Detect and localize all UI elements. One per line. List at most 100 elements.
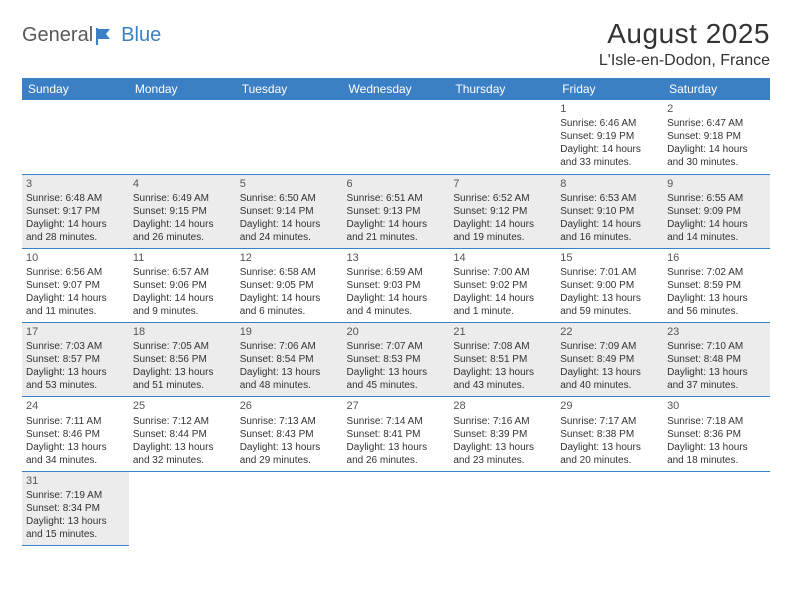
day-number: 22 — [560, 325, 659, 339]
daylight-line: Daylight: 14 hours and 6 minutes. — [240, 292, 339, 318]
day-number: 2 — [667, 102, 766, 116]
calendar-table: SundayMondayTuesdayWednesdayThursdayFrid… — [22, 78, 770, 546]
empty-cell — [343, 100, 450, 174]
day-cell: 21Sunrise: 7:08 AMSunset: 8:51 PMDayligh… — [449, 323, 556, 397]
sunset-line: Sunset: 8:48 PM — [667, 353, 766, 366]
day-cell: 17Sunrise: 7:03 AMSunset: 8:57 PMDayligh… — [22, 323, 129, 397]
day-number: 31 — [26, 474, 125, 488]
day-cell: 3Sunrise: 6:48 AMSunset: 9:17 PMDaylight… — [22, 174, 129, 248]
daylight-line: Daylight: 14 hours and 30 minutes. — [667, 143, 766, 169]
daylight-line: Daylight: 14 hours and 4 minutes. — [347, 292, 446, 318]
day-number: 6 — [347, 177, 446, 191]
sunrise-line: Sunrise: 7:01 AM — [560, 266, 659, 279]
day-number: 17 — [26, 325, 125, 339]
day-number: 23 — [667, 325, 766, 339]
sunset-line: Sunset: 9:06 PM — [133, 279, 232, 292]
day-number: 10 — [26, 251, 125, 265]
sunrise-line: Sunrise: 7:19 AM — [26, 489, 125, 502]
daylight-line: Daylight: 13 hours and 53 minutes. — [26, 366, 125, 392]
sunrise-line: Sunrise: 6:59 AM — [347, 266, 446, 279]
week-row: 1Sunrise: 6:46 AMSunset: 9:19 PMDaylight… — [22, 100, 770, 174]
day-number: 11 — [133, 251, 232, 265]
day-cell: 29Sunrise: 7:17 AMSunset: 8:38 PMDayligh… — [556, 397, 663, 471]
day-cell: 13Sunrise: 6:59 AMSunset: 9:03 PMDayligh… — [343, 248, 450, 322]
daylight-line: Daylight: 14 hours and 19 minutes. — [453, 218, 552, 244]
day-number: 8 — [560, 177, 659, 191]
daylight-line: Daylight: 14 hours and 11 minutes. — [26, 292, 125, 318]
daylight-line: Daylight: 13 hours and 45 minutes. — [347, 366, 446, 392]
daylight-line: Daylight: 13 hours and 26 minutes. — [347, 441, 446, 467]
week-row: 3Sunrise: 6:48 AMSunset: 9:17 PMDaylight… — [22, 174, 770, 248]
day-cell: 31Sunrise: 7:19 AMSunset: 8:34 PMDayligh… — [22, 471, 129, 545]
day-cell: 24Sunrise: 7:11 AMSunset: 8:46 PMDayligh… — [22, 397, 129, 471]
daylight-line: Daylight: 14 hours and 28 minutes. — [26, 218, 125, 244]
day-header: Sunday — [22, 78, 129, 100]
day-number: 28 — [453, 399, 552, 413]
daylight-line: Daylight: 14 hours and 24 minutes. — [240, 218, 339, 244]
day-cell: 19Sunrise: 7:06 AMSunset: 8:54 PMDayligh… — [236, 323, 343, 397]
sunset-line: Sunset: 9:14 PM — [240, 205, 339, 218]
sunrise-line: Sunrise: 6:52 AM — [453, 192, 552, 205]
day-number: 20 — [347, 325, 446, 339]
logo-text-general: General — [22, 24, 93, 47]
logo-text-blue: Blue — [121, 24, 161, 47]
day-cell: 22Sunrise: 7:09 AMSunset: 8:49 PMDayligh… — [556, 323, 663, 397]
sunset-line: Sunset: 8:43 PM — [240, 428, 339, 441]
sunrise-line: Sunrise: 7:17 AM — [560, 415, 659, 428]
day-number: 15 — [560, 251, 659, 265]
title-block: August 2025 L'Isle-en-Dodon, France — [599, 18, 770, 70]
sunrise-line: Sunrise: 7:09 AM — [560, 340, 659, 353]
sunrise-line: Sunrise: 7:05 AM — [133, 340, 232, 353]
day-number: 9 — [667, 177, 766, 191]
sunrise-line: Sunrise: 7:00 AM — [453, 266, 552, 279]
day-cell: 20Sunrise: 7:07 AMSunset: 8:53 PMDayligh… — [343, 323, 450, 397]
daylight-line: Daylight: 13 hours and 59 minutes. — [560, 292, 659, 318]
day-number: 27 — [347, 399, 446, 413]
daylight-line: Daylight: 14 hours and 14 minutes. — [667, 218, 766, 244]
daylight-line: Daylight: 14 hours and 16 minutes. — [560, 218, 659, 244]
empty-cell — [236, 100, 343, 174]
day-number: 25 — [133, 399, 232, 413]
sunrise-line: Sunrise: 6:50 AM — [240, 192, 339, 205]
sunrise-line: Sunrise: 6:51 AM — [347, 192, 446, 205]
empty-cell — [663, 471, 770, 545]
day-number: 3 — [26, 177, 125, 191]
day-number: 12 — [240, 251, 339, 265]
day-cell: 11Sunrise: 6:57 AMSunset: 9:06 PMDayligh… — [129, 248, 236, 322]
day-cell: 7Sunrise: 6:52 AMSunset: 9:12 PMDaylight… — [449, 174, 556, 248]
sunset-line: Sunset: 8:44 PM — [133, 428, 232, 441]
day-cell: 18Sunrise: 7:05 AMSunset: 8:56 PMDayligh… — [129, 323, 236, 397]
month-title: August 2025 — [599, 18, 770, 50]
sunset-line: Sunset: 8:36 PM — [667, 428, 766, 441]
sunrise-line: Sunrise: 6:56 AM — [26, 266, 125, 279]
day-cell: 15Sunrise: 7:01 AMSunset: 9:00 PMDayligh… — [556, 248, 663, 322]
sunrise-line: Sunrise: 7:18 AM — [667, 415, 766, 428]
daylight-line: Daylight: 14 hours and 9 minutes. — [133, 292, 232, 318]
empty-cell — [22, 100, 129, 174]
header: General Blue August 2025 L'Isle-en-Dodon… — [22, 18, 770, 70]
day-header: Monday — [129, 78, 236, 100]
sunset-line: Sunset: 8:49 PM — [560, 353, 659, 366]
flag-icon — [96, 27, 118, 45]
day-number: 14 — [453, 251, 552, 265]
sunset-line: Sunset: 9:13 PM — [347, 205, 446, 218]
empty-cell — [129, 471, 236, 545]
day-number: 18 — [133, 325, 232, 339]
day-number: 13 — [347, 251, 446, 265]
sunrise-line: Sunrise: 6:47 AM — [667, 117, 766, 130]
week-row: 24Sunrise: 7:11 AMSunset: 8:46 PMDayligh… — [22, 397, 770, 471]
day-cell: 8Sunrise: 6:53 AMSunset: 9:10 PMDaylight… — [556, 174, 663, 248]
sunset-line: Sunset: 8:51 PM — [453, 353, 552, 366]
day-number: 16 — [667, 251, 766, 265]
sunset-line: Sunset: 9:05 PM — [240, 279, 339, 292]
daylight-line: Daylight: 13 hours and 29 minutes. — [240, 441, 339, 467]
day-cell: 26Sunrise: 7:13 AMSunset: 8:43 PMDayligh… — [236, 397, 343, 471]
sunrise-line: Sunrise: 6:55 AM — [667, 192, 766, 205]
sunrise-line: Sunrise: 7:12 AM — [133, 415, 232, 428]
daylight-line: Daylight: 14 hours and 33 minutes. — [560, 143, 659, 169]
day-cell: 2Sunrise: 6:47 AMSunset: 9:18 PMDaylight… — [663, 100, 770, 174]
day-header: Thursday — [449, 78, 556, 100]
sunset-line: Sunset: 9:18 PM — [667, 130, 766, 143]
sunset-line: Sunset: 8:38 PM — [560, 428, 659, 441]
day-cell: 6Sunrise: 6:51 AMSunset: 9:13 PMDaylight… — [343, 174, 450, 248]
